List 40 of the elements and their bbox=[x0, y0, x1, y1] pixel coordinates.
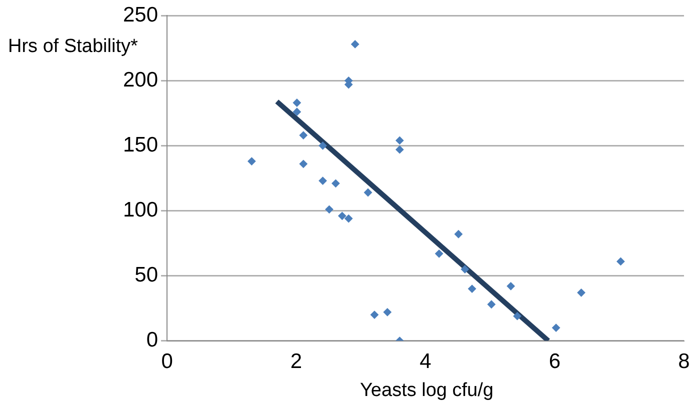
point bbox=[318, 141, 327, 150]
x-tick-label: 2 bbox=[290, 350, 302, 374]
point bbox=[338, 212, 346, 220]
x-tick-label: 4 bbox=[420, 350, 432, 374]
point bbox=[292, 98, 302, 107]
point bbox=[350, 40, 360, 48]
point bbox=[292, 108, 302, 116]
y-tick-label: 200 bbox=[122, 68, 158, 92]
x-tick-label: 0 bbox=[161, 350, 173, 374]
point bbox=[434, 249, 444, 258]
point bbox=[299, 160, 308, 168]
point bbox=[468, 284, 476, 293]
point bbox=[370, 310, 379, 319]
y-tick-label: 100 bbox=[122, 198, 158, 222]
point bbox=[383, 308, 392, 316]
point bbox=[344, 214, 353, 223]
point bbox=[454, 230, 463, 238]
point bbox=[506, 282, 516, 290]
y-tick-label: 0 bbox=[146, 328, 158, 352]
point bbox=[616, 257, 625, 266]
point bbox=[325, 205, 334, 214]
y-axis-title: Hrs of Stability* bbox=[8, 36, 138, 58]
point bbox=[395, 145, 404, 154]
y-tick-label: 50 bbox=[134, 264, 158, 287]
point bbox=[318, 176, 327, 185]
y-tick-label: 150 bbox=[122, 133, 158, 156]
point bbox=[247, 157, 256, 166]
point bbox=[577, 288, 586, 297]
point bbox=[331, 179, 340, 188]
x-axis-title: Yeasts log cfu/g bbox=[360, 380, 494, 402]
point bbox=[513, 312, 522, 320]
x-tick-label: 8 bbox=[678, 350, 690, 374]
point bbox=[364, 188, 372, 197]
point bbox=[299, 131, 308, 140]
point bbox=[395, 136, 404, 145]
point bbox=[552, 324, 560, 332]
x-tick-label: 6 bbox=[548, 350, 561, 374]
point bbox=[487, 300, 496, 309]
y-tick-label: 250 bbox=[122, 3, 158, 26]
point bbox=[460, 265, 470, 274]
